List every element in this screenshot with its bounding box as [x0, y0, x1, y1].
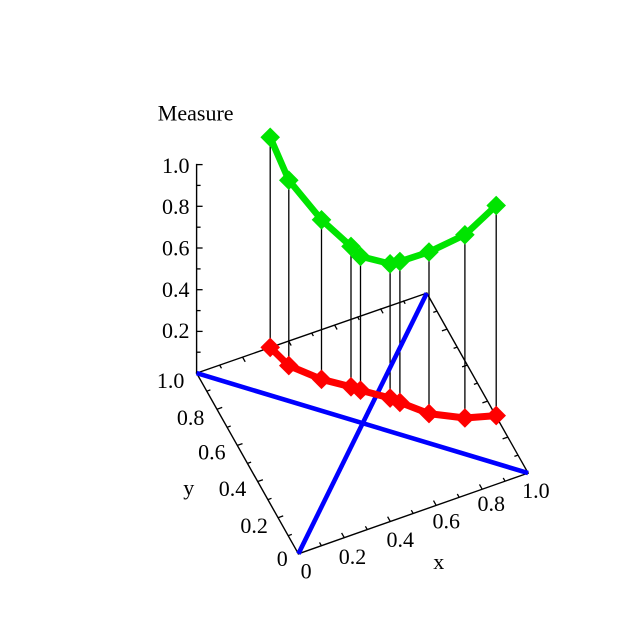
svg-text:0: 0: [301, 559, 312, 584]
svg-text:0.4: 0.4: [219, 476, 247, 501]
svg-text:0.2: 0.2: [162, 318, 190, 343]
svg-text:0.4: 0.4: [387, 527, 415, 552]
svg-text:1.0: 1.0: [522, 478, 550, 503]
svg-text:0.6: 0.6: [432, 509, 460, 534]
svg-text:y: y: [183, 475, 194, 500]
svg-text:0.6: 0.6: [198, 439, 226, 464]
svg-text:0.4: 0.4: [162, 277, 190, 302]
svg-text:0.8: 0.8: [177, 405, 205, 430]
svg-text:0.8: 0.8: [162, 194, 190, 219]
svg-text:0: 0: [277, 546, 288, 571]
svg-text:0.8: 0.8: [478, 491, 506, 516]
svg-text:Measure: Measure: [158, 100, 234, 125]
svg-text:0.6: 0.6: [162, 235, 190, 260]
svg-text:1.0: 1.0: [157, 368, 185, 393]
svg-text:1.0: 1.0: [162, 153, 190, 178]
svg-text:x: x: [433, 549, 444, 574]
svg-text:0.2: 0.2: [240, 513, 268, 538]
svg-text:0.2: 0.2: [339, 544, 367, 569]
